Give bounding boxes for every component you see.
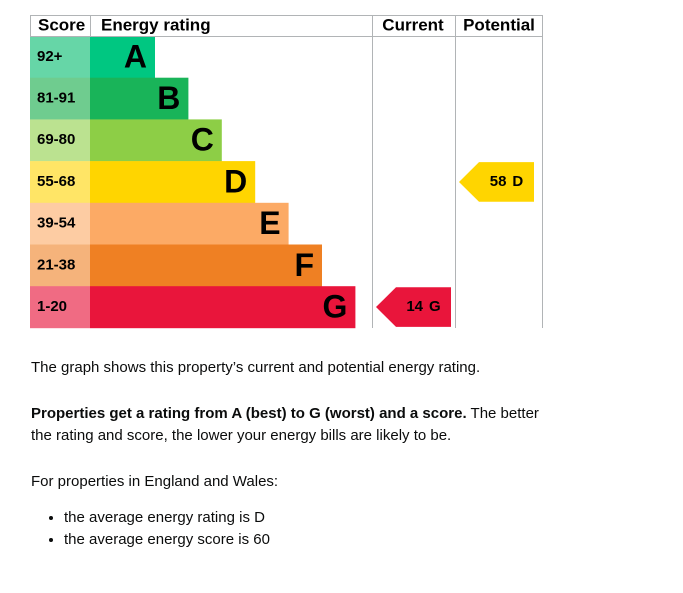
- score-range: 69-80: [37, 131, 75, 148]
- rating-letter: C: [191, 122, 214, 158]
- bullet: the average energy rating is D: [64, 507, 551, 529]
- score-cell: [30, 161, 90, 204]
- rating-letter: D: [224, 163, 247, 199]
- rating-bar: [90, 161, 256, 204]
- rating-bar: [90, 36, 155, 78]
- bullet-list: the average energy rating is D the avera…: [31, 507, 551, 551]
- rows: 92+ A81-91 B69-80 C55-68 D39-54 E21-38 F1-20 G 1…: [30, 36, 534, 329]
- header-current: Current: [382, 15, 444, 34]
- potential-arrow: [459, 162, 534, 202]
- score-cell: [30, 244, 90, 287]
- rating-letter: G: [323, 289, 348, 325]
- potential-rating: D: [512, 173, 523, 190]
- current-label: 14 G: [406, 298, 440, 315]
- description: The graph shows this property’s current …: [31, 357, 551, 551]
- rating-bar: [90, 286, 356, 329]
- rating-letter: A: [124, 38, 147, 74]
- score-cell: [30, 119, 90, 162]
- current-rating: G: [429, 298, 441, 315]
- score-cell: [30, 286, 90, 329]
- score-range: 21-38: [37, 256, 75, 273]
- header-potential: Potential: [463, 15, 535, 34]
- header: Score Energy rating Current Potential: [38, 15, 535, 34]
- rating-bar: [90, 244, 322, 287]
- bold-text: Properties get a rating from A (best) to…: [31, 405, 467, 422]
- rating-bar: [90, 119, 222, 162]
- score-range: 92+: [37, 48, 63, 65]
- rating-letter: F: [294, 247, 314, 283]
- rating-explainer: Properties get a rating from A (best) to…: [31, 403, 551, 447]
- score-range: 81-91: [37, 90, 75, 107]
- potential-label: 58 D: [490, 173, 524, 190]
- header-rating: Energy rating: [101, 15, 211, 34]
- score-cell: [30, 202, 90, 245]
- header-score: Score: [38, 15, 85, 34]
- rating-letter: E: [259, 205, 280, 241]
- potential-score: 58: [490, 173, 507, 190]
- score-range: 55-68: [37, 173, 75, 190]
- borders: [30, 15, 543, 328]
- score-range: 39-54: [37, 215, 76, 232]
- score-cell: [30, 36, 90, 78]
- text: The better the rating and score, the low…: [31, 405, 539, 444]
- wales-intro: For properties in England and Wales:: [31, 473, 279, 490]
- epc-chart: 92+ A81-91 B69-80 C55-68 D39-54 E21-38 F1-20 G 1…: [30, 15, 543, 329]
- intro: The graph shows this property’s current …: [31, 359, 481, 376]
- rating-bar: [90, 77, 189, 120]
- rating-bar: [90, 202, 289, 245]
- score-range: 1-20: [37, 298, 67, 315]
- bullet: the average energy score is 60: [64, 529, 551, 551]
- current-arrow: [376, 287, 451, 327]
- rating-letter: B: [157, 80, 180, 116]
- current-score: 14: [406, 298, 423, 315]
- score-cell: [30, 77, 90, 120]
